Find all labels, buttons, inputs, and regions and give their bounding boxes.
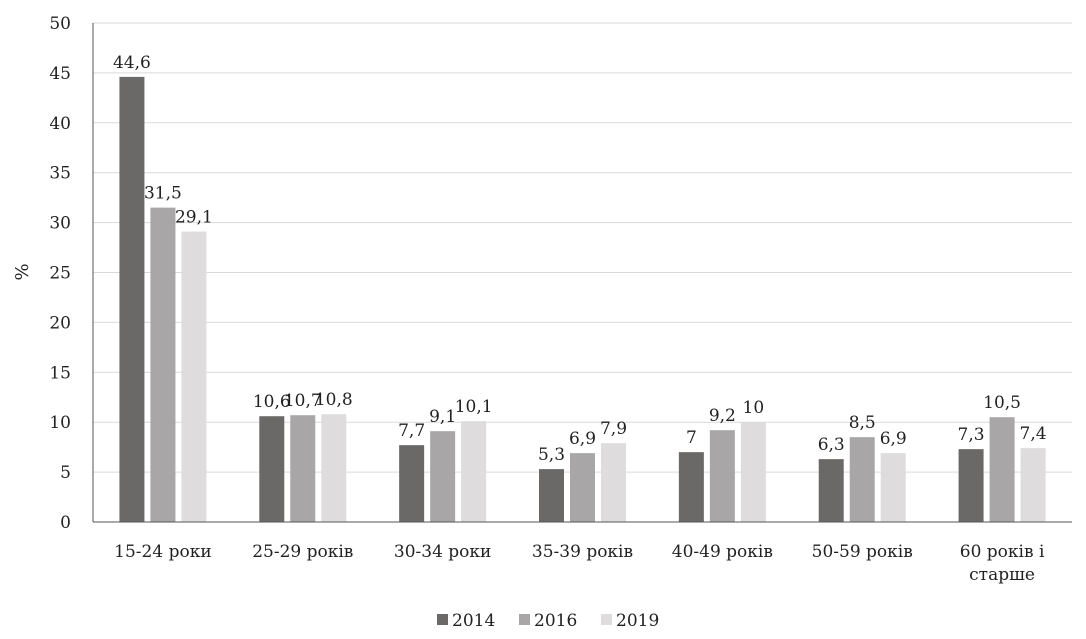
category-label: 40-49 років xyxy=(672,542,773,562)
bar-2019 xyxy=(880,453,906,522)
bar-2019 xyxy=(181,231,207,522)
bar-2019 xyxy=(1020,448,1046,522)
bar-2014 xyxy=(678,452,704,522)
data-label: 7,7 xyxy=(398,421,425,441)
data-label: 6,3 xyxy=(818,435,845,455)
bar-2016 xyxy=(290,415,316,522)
y-tick-label: 25 xyxy=(49,264,71,284)
axes xyxy=(92,23,1072,523)
category-label: 15-24 роки xyxy=(114,542,211,562)
bar-2019 xyxy=(601,443,626,522)
y-tick-labels: 0 5 10 15 20 25 30 35 40 45 50 xyxy=(49,14,71,533)
data-label: 9,1 xyxy=(429,407,456,427)
bar-2016 xyxy=(849,437,875,522)
data-label: 7,4 xyxy=(1020,424,1047,444)
category-label: старше xyxy=(969,565,1035,585)
legend-swatch xyxy=(437,614,448,625)
y-tick-label: 50 xyxy=(49,14,71,34)
y-tick-label: 35 xyxy=(49,164,71,184)
data-label: 10,7 xyxy=(284,391,322,411)
bar-2019 xyxy=(321,414,347,522)
y-tick-label: 5 xyxy=(60,463,71,483)
data-label: 10,5 xyxy=(983,393,1021,413)
category-label: 50-59 років xyxy=(812,542,913,562)
category-label: 35-39 років xyxy=(532,542,633,562)
bars xyxy=(119,76,1046,522)
bar-2016 xyxy=(570,453,595,522)
legend-swatch xyxy=(601,614,612,625)
data-labels: 44,6 10,6 7,7 5,3 7 6,3 7,3 31,5 10,7 9,1 6,9 9,2 8,… xyxy=(113,53,1047,465)
legend-label: 2014 xyxy=(452,611,495,631)
bar-2016 xyxy=(430,431,456,522)
bar-2014 xyxy=(399,445,425,522)
bar-2016 xyxy=(709,430,735,522)
data-label: 10,8 xyxy=(315,390,353,410)
data-label: 8,5 xyxy=(849,413,876,433)
data-label: 7 xyxy=(686,428,697,448)
y-tick-label: 30 xyxy=(49,214,71,234)
legend-label: 2016 xyxy=(534,611,577,631)
bar-2016 xyxy=(150,207,176,522)
data-label: 6,9 xyxy=(880,429,907,449)
bar-2014 xyxy=(958,449,984,522)
category-label: 30-34 роки xyxy=(394,542,491,562)
legend: 2014 2016 2019 xyxy=(437,611,659,631)
bar-2014 xyxy=(539,469,564,522)
bar-2019 xyxy=(461,421,487,522)
gridlines xyxy=(93,22,1072,473)
category-label: 60 років і xyxy=(960,542,1045,562)
data-label: 10,1 xyxy=(455,397,493,417)
y-axis-label: % xyxy=(12,263,33,280)
data-label: 29,1 xyxy=(175,208,213,228)
y-tick-label: 15 xyxy=(49,363,71,383)
y-tick-label: 10 xyxy=(49,413,71,433)
data-label: 7,3 xyxy=(958,425,985,445)
bar-2019 xyxy=(740,422,766,522)
data-label: 44,6 xyxy=(113,53,151,73)
category-labels: 15-24 роки 25-29 років 30-34 роки 35-39 рок… xyxy=(114,542,1045,585)
data-label: 6,9 xyxy=(569,429,596,449)
legend-label: 2019 xyxy=(616,611,659,631)
y-tick-label: 40 xyxy=(49,114,71,134)
y-tick-label: 45 xyxy=(49,64,71,84)
bar-2014 xyxy=(818,459,844,522)
data-label: 10 xyxy=(743,398,765,418)
y-tick-label: 0 xyxy=(60,513,71,533)
data-label: 7,9 xyxy=(600,419,627,439)
data-label: 9,2 xyxy=(709,406,736,426)
data-label: 10,6 xyxy=(253,392,291,412)
bar-2016 xyxy=(989,417,1015,522)
legend-swatch xyxy=(519,614,530,625)
y-tick-label: 20 xyxy=(49,313,71,333)
category-label: 25-29 років xyxy=(252,542,353,562)
data-label: 5,3 xyxy=(538,445,565,465)
bar-2014 xyxy=(119,76,145,522)
data-label: 31,5 xyxy=(144,184,182,204)
bar-2014 xyxy=(259,416,285,522)
